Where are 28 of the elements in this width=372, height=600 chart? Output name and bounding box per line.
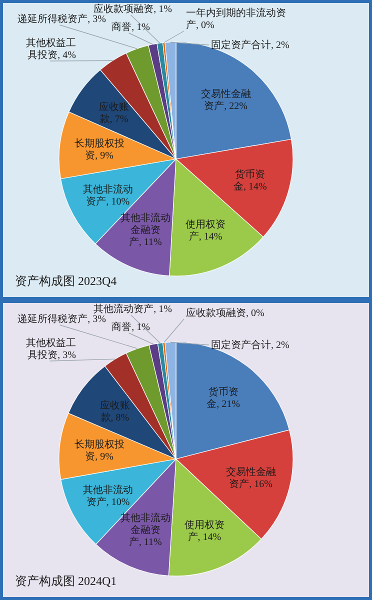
slice-label: 应收款项融资, 0% [186,307,264,319]
slice-label: 一年内到期的非流动资产, 0% [186,7,286,31]
slice-label: 应收账款, 8% [100,400,130,424]
slice-label: 应收款项融资, 1% [94,3,172,15]
slice-label: 货币资金, 21% [206,386,240,410]
slice-label: 商誉, 1% [112,21,150,33]
slice-label: 长期股权投资, 9% [74,438,124,462]
slice-label: 其他非流动资产, 10% [83,484,134,508]
slice-label: 其他非流动金融资产, 11% [120,512,170,548]
slice-label: 长期股权投资, 9% [74,138,124,162]
slice-label: 使用权资产, 14% [186,218,226,242]
slice-label: 商誉, 1% [112,321,150,333]
slice-label: 固定资产合计, 2% [211,339,290,351]
slice-label: 其他非流动资产, 10% [82,183,133,208]
slice-label: 递延所得税资产, 3% [18,13,106,25]
slice-label: 递延所得税资产, 3% [18,313,106,325]
slice-label: 货币资金, 14% [234,168,267,192]
text: 资产构成图 2024Q1 [15,574,117,588]
slice-label: 固定资产合计, 2% [211,39,290,51]
slice-label: 其他权益工具投资, 3% [26,337,76,361]
slice-label: 交易性金融资产, 22% [200,88,251,112]
slice-label: 应收账款, 7% [99,100,130,125]
slice-label: 其他权益工具投资, 4% [26,37,76,61]
text: 资产构成图 2023Q4 [15,274,117,288]
slice-label: 使用权资产, 14% [184,518,224,543]
slice-label: 其他流动资产, 1% [94,303,172,315]
slice-label: 交易性金融资产, 16% [226,466,276,490]
slice-label: 其他非流动金融资产, 11% [120,212,170,248]
